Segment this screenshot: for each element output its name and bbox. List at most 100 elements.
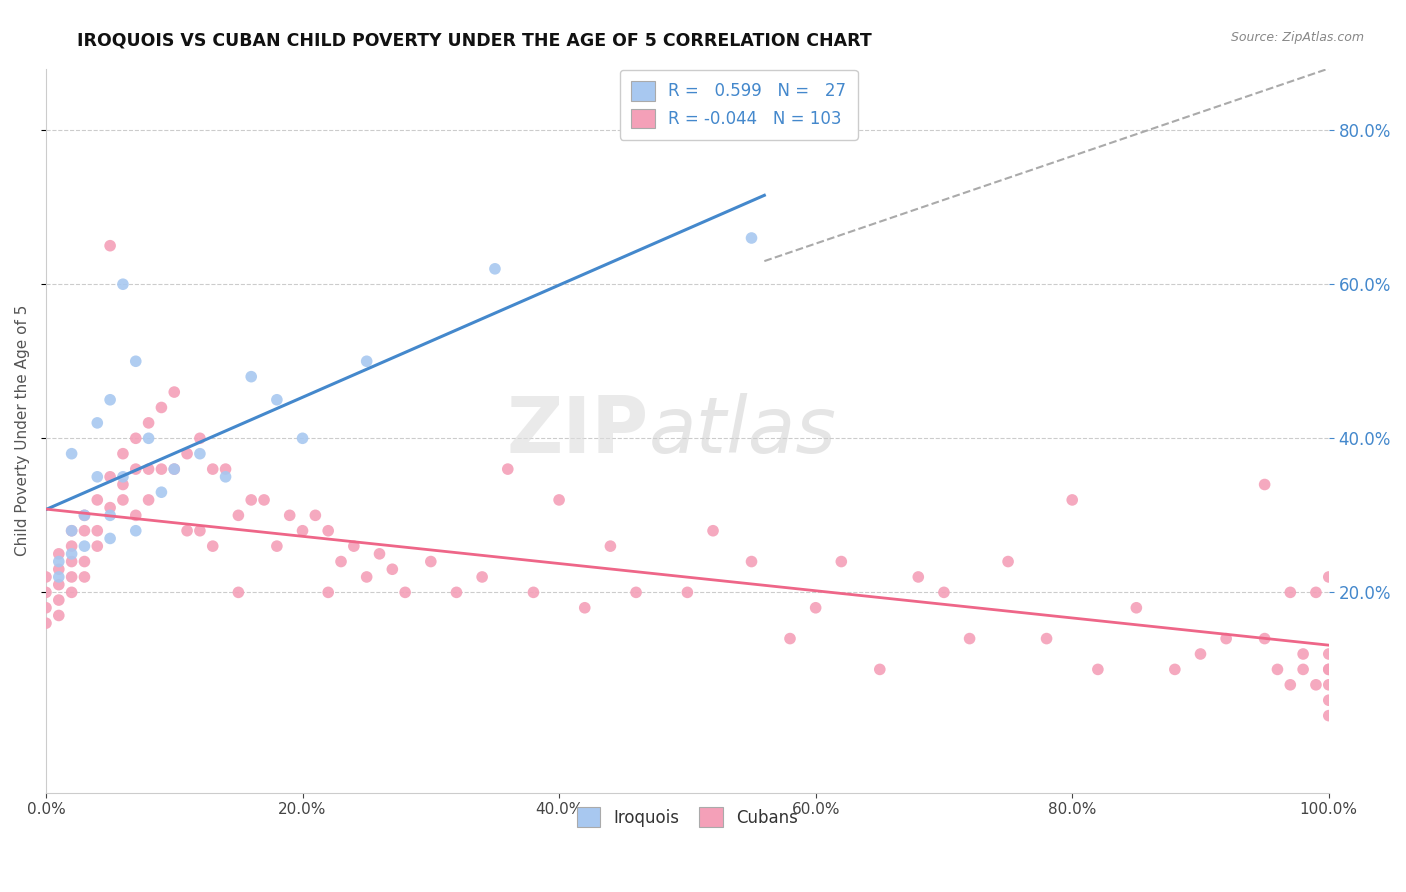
Point [48,608,70,623]
Point [496,462,519,476]
Point [60,555,83,569]
Point [176,524,198,538]
Point [419,555,441,569]
Point [394,585,416,599]
Point [1305,678,1327,692]
Point [111,447,134,461]
Point [316,585,339,599]
Point [599,539,621,553]
Point [1317,662,1340,676]
Point [484,261,506,276]
Point [278,508,301,523]
Point [1164,662,1187,676]
Point [1215,632,1237,646]
Point [1035,632,1057,646]
Point [125,431,148,445]
Point [188,524,211,538]
Point [35,570,58,584]
Point [228,585,250,599]
Point [1267,662,1289,676]
Point [98,392,121,407]
Point [702,524,724,538]
Point [35,616,58,631]
Point [35,600,58,615]
Point [60,585,83,599]
Point [98,532,121,546]
Point [522,585,544,599]
Point [60,570,83,584]
Point [997,555,1019,569]
Point [830,555,852,569]
Point [125,354,148,368]
Point [150,485,173,500]
Point [266,539,288,553]
Point [1062,492,1084,507]
Point [804,600,827,615]
Point [291,524,314,538]
Point [111,470,134,484]
Point [188,431,211,445]
Point [907,570,929,584]
Point [48,593,70,607]
Point [125,524,148,538]
Point [48,562,70,576]
Point [73,555,96,569]
Point [1292,662,1315,676]
Point [1317,647,1340,661]
Point [111,492,134,507]
Point [150,462,173,476]
Point [471,570,494,584]
Point [356,570,378,584]
Point [138,492,160,507]
Point [1189,647,1212,661]
Y-axis label: Child Poverty Under the Age of 5: Child Poverty Under the Age of 5 [15,305,30,557]
Point [959,632,981,646]
Point [98,238,121,252]
Point [1317,662,1340,676]
Point [1125,600,1147,615]
Point [381,562,404,576]
Point [240,492,263,507]
Point [60,539,83,553]
Text: ZIP: ZIP [506,392,650,468]
Point [60,524,83,538]
Point [932,585,955,599]
Point [73,508,96,523]
Point [98,508,121,523]
Point [73,508,96,523]
Point [48,570,70,584]
Point [548,492,571,507]
Point [316,524,339,538]
Point [1087,662,1109,676]
Point [98,500,121,515]
Point [125,462,148,476]
Point [1317,678,1340,692]
Point [1279,585,1302,599]
Point [86,539,108,553]
Legend: Iroquois, Cubans: Iroquois, Cubans [568,799,806,835]
Point [48,555,70,569]
Point [163,385,186,400]
Point [201,462,224,476]
Point [356,354,378,368]
Point [741,555,763,569]
Point [214,462,236,476]
Point [1305,585,1327,599]
Point [291,431,314,445]
Point [138,431,160,445]
Point [86,492,108,507]
Point [150,401,173,415]
Point [35,585,58,599]
Text: IROQUOIS VS CUBAN CHILD POVERTY UNDER THE AGE OF 5 CORRELATION CHART: IROQUOIS VS CUBAN CHILD POVERTY UNDER TH… [77,31,872,49]
Point [253,492,276,507]
Point [98,470,121,484]
Point [676,585,699,599]
Point [73,570,96,584]
Point [86,416,108,430]
Point [214,470,236,484]
Point [1253,477,1275,491]
Point [779,632,801,646]
Point [163,462,186,476]
Point [741,231,763,245]
Point [73,524,96,538]
